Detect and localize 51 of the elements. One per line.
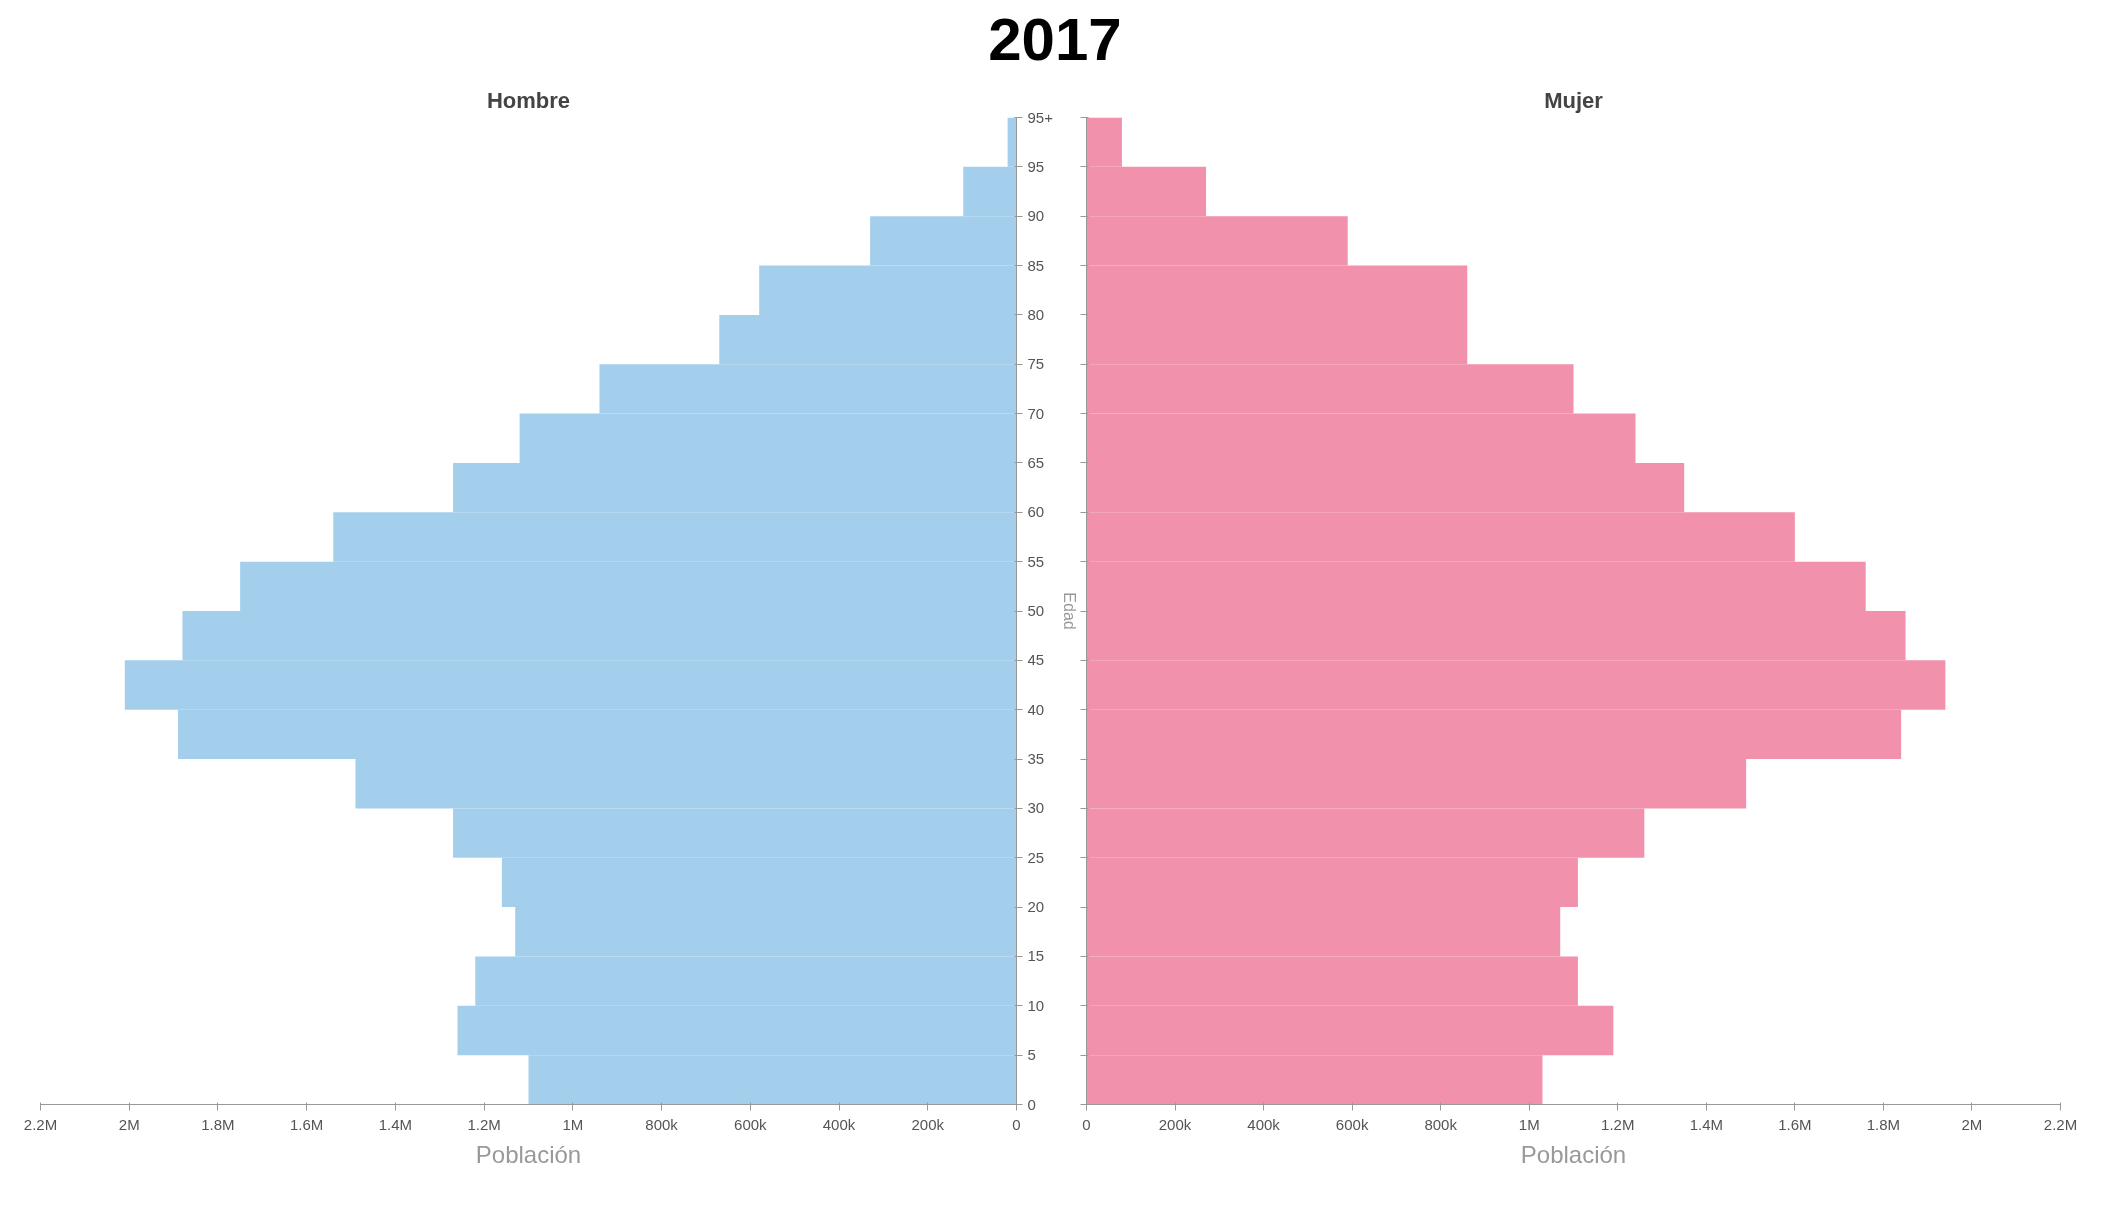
- x-tick-label: 1.2M: [1601, 1115, 1635, 1133]
- x-tick-label: 2M: [1961, 1115, 1983, 1133]
- x-tick-label: 1.8M: [201, 1115, 235, 1133]
- y-tick-label: 95+: [1027, 108, 1054, 126]
- x-tick-label: 2M: [118, 1115, 140, 1133]
- x-tick-label: 400k: [822, 1115, 856, 1133]
- chart-title: 2017: [988, 5, 1122, 75]
- x-tick-label: 600k: [1335, 1115, 1369, 1133]
- x-tick-label: 1.6M: [290, 1115, 324, 1133]
- y-tick-label: 50: [1027, 602, 1045, 619]
- x-tick-label: 2.2M: [2043, 1115, 2078, 1133]
- x-tick-label: 1M: [562, 1115, 584, 1133]
- x-axis-title: Población: [475, 1140, 582, 1168]
- x-tick-label: 1.6M: [1778, 1115, 1812, 1133]
- x-tick-label: 800k: [645, 1115, 679, 1133]
- x-tick-label: 400k: [1247, 1115, 1281, 1133]
- chart-subtitle: Mujer: [1544, 87, 1604, 113]
- x-tick-label: 1.4M: [378, 1115, 413, 1133]
- y-tick-label: 95: [1027, 157, 1045, 175]
- chart-subtitle: Hombre: [486, 87, 571, 113]
- y-axis-title: Edad: [1060, 592, 1078, 630]
- x-tick-label: 1M: [1518, 1115, 1540, 1133]
- x-tick-label: 200k: [911, 1115, 945, 1133]
- x-tick-label: 1.4M: [1689, 1115, 1723, 1133]
- y-tick-label: 30: [1027, 799, 1045, 817]
- y-tick-label: 60: [1027, 503, 1045, 521]
- y-tick-label: 85: [1027, 256, 1045, 274]
- x-tick-label: 1.8M: [1866, 1115, 1901, 1133]
- y-tick-label: 65: [1027, 453, 1045, 471]
- x-tick-label: 1.2M: [467, 1115, 501, 1133]
- x-tick-label: 0: [1082, 1115, 1091, 1133]
- y-tick-label: 55: [1027, 552, 1045, 570]
- y-tick-label: 0: [1027, 1095, 1036, 1113]
- y-tick-label: 45: [1027, 651, 1045, 669]
- y-tick-label: 35: [1027, 750, 1045, 768]
- x-tick-label: 0: [1012, 1115, 1021, 1133]
- y-tick-label: 90: [1027, 207, 1045, 225]
- y-tick-label: 75: [1027, 355, 1045, 373]
- y-tick-label: 5: [1027, 1046, 1036, 1064]
- y-tick-label: 40: [1027, 700, 1045, 718]
- y-tick-label: 20: [1027, 898, 1045, 916]
- x-axis-title: Población: [1520, 1140, 1627, 1168]
- y-tick-label: 15: [1027, 947, 1045, 965]
- y-tick-label: 10: [1027, 996, 1045, 1014]
- x-tick-label: 800k: [1424, 1115, 1458, 1133]
- y-tick-label: 70: [1027, 404, 1045, 422]
- x-tick-label: 200k: [1158, 1115, 1192, 1133]
- x-tick-label: 600k: [734, 1115, 768, 1133]
- y-tick-label: 80: [1027, 305, 1045, 323]
- x-tick-label: 2.2M: [23, 1115, 58, 1133]
- y-tick-label: 25: [1027, 848, 1045, 866]
